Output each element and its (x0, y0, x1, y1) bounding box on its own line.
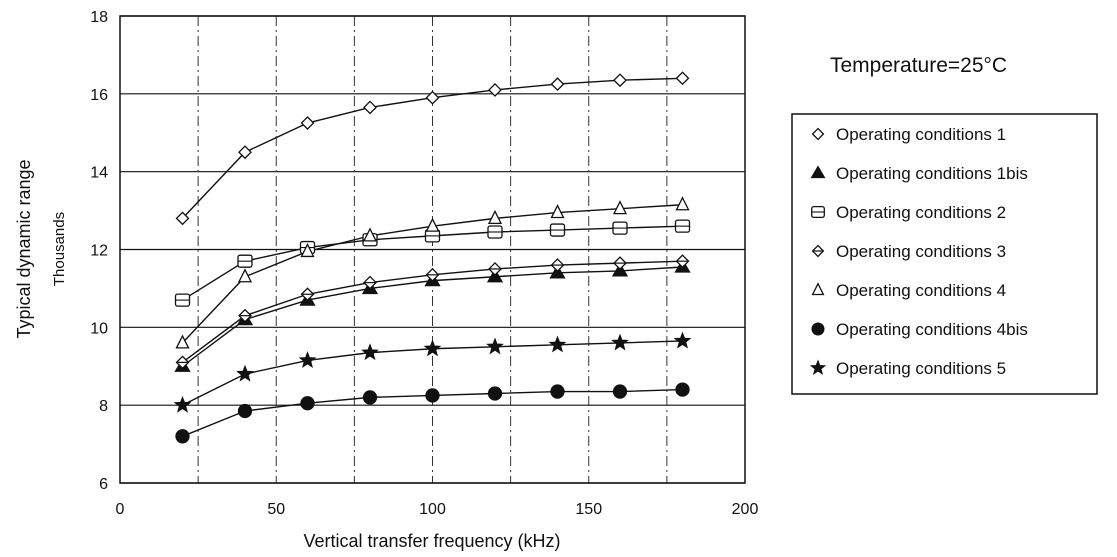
x-axis-title: Vertical transfer frequency (kHz) (303, 531, 560, 551)
data-point-series-6 (425, 388, 440, 403)
data-point-series-1 (550, 77, 565, 92)
data-point-series-5 (487, 209, 503, 225)
data-point-series-7 (611, 333, 629, 351)
data-point-series-5 (675, 196, 690, 211)
data-point-series-1 (300, 116, 315, 130)
y-tick-label: 16 (90, 87, 108, 104)
data-point-series-7 (548, 335, 567, 353)
data-point-series-6 (612, 384, 628, 399)
data-point-series-5 (612, 200, 628, 215)
legend-entry-label: Operating conditions 1bis (836, 164, 1028, 183)
data-point-series-6 (300, 396, 315, 411)
data-point-series-5 (300, 242, 315, 258)
legend-marker-7 (809, 359, 827, 375)
data-point-series-7 (486, 337, 504, 355)
data-point-series-4 (488, 262, 502, 276)
data-point-series-3 (612, 221, 628, 235)
plot-frame (119, 15, 746, 484)
data-point-series-7 (173, 395, 192, 413)
legend-entry-label: Operating conditions 1 (836, 125, 1006, 144)
temperature-annotation: Temperature=25°C (830, 54, 1007, 77)
y-axis-title: Typical dynamic range (14, 159, 34, 338)
legend-marker-1 (811, 127, 825, 141)
data-point-series-1 (425, 90, 440, 105)
data-point-series-1 (363, 100, 377, 115)
x-tick-label: 200 (732, 501, 759, 518)
data-point-series-4 (675, 254, 690, 269)
grid (120, 15, 745, 484)
data-point-series-7 (361, 343, 379, 361)
data-point-series-7 (423, 339, 442, 357)
data-point-series-5 (550, 204, 565, 219)
x-tick-label: 150 (575, 501, 602, 518)
data-point-series-5 (362, 227, 378, 242)
data-point-series-1 (613, 73, 627, 88)
legend-marker-2 (810, 165, 826, 179)
data-point-series-6 (675, 382, 690, 397)
data-point-series-1 (238, 145, 252, 160)
y-tick-label: 10 (90, 320, 108, 337)
y-tick-label: 8 (99, 398, 108, 415)
data-point-series-3 (237, 254, 253, 268)
y-axis-ticks: 6 8 10 12 14 16 18 (90, 9, 108, 493)
legend-entry-label: Operating conditions 4bis (836, 320, 1028, 339)
data-point-series-5 (237, 268, 253, 283)
data-point-series-4 (425, 267, 440, 282)
data-point-series-7 (236, 364, 254, 382)
series-markers (173, 71, 692, 444)
data-point-series-3 (549, 223, 566, 237)
y-axis-subtitle: Thousands (51, 212, 68, 286)
data-point-series-5 (175, 334, 190, 349)
data-point-series-7 (673, 331, 692, 349)
data-point-series-3 (674, 219, 691, 233)
data-point-series-7 (298, 351, 317, 368)
legend-entry-label: Operating conditions 4 (836, 281, 1006, 300)
x-axis-ticks: 0 50 100 150 200 (116, 501, 759, 518)
data-point-series-6 (175, 429, 190, 444)
data-point-series-4 (550, 258, 565, 272)
data-point-series-6 (550, 384, 565, 399)
data-point-series-3 (174, 293, 191, 307)
legend: Operating conditions 1 Operating conditio… (791, 113, 1098, 395)
data-point-series-4 (613, 256, 627, 271)
data-point-series-6 (237, 403, 253, 419)
data-point-series-4 (175, 355, 190, 370)
y-tick-label: 12 (90, 243, 108, 260)
legend-entry-label: Operating conditions 3 (836, 242, 1006, 261)
data-point-series-4 (300, 287, 315, 302)
y-tick-label: 14 (90, 165, 108, 182)
legend-frame (791, 113, 1098, 395)
legend-marker-4 (811, 244, 825, 258)
data-point-series-6 (487, 386, 503, 401)
data-point-series-1 (175, 211, 190, 226)
legend-entry-label: Operating conditions 5 (836, 359, 1006, 378)
data-point-series-1 (488, 83, 502, 97)
x-tick-label: 100 (419, 501, 446, 518)
data-point-series-3 (487, 225, 503, 239)
legend-entry-label: Operating conditions 2 (836, 203, 1006, 222)
data-point-series-4 (238, 308, 252, 323)
data-point-series-1 (675, 71, 690, 86)
data-point-series-6 (362, 390, 378, 405)
data-point-series-5 (425, 217, 440, 232)
x-tick-label: 0 (116, 501, 125, 518)
x-tick-label: 50 (267, 501, 285, 518)
data-point-series-4 (363, 275, 377, 290)
legend-marker-3 (811, 205, 825, 219)
y-tick-label: 6 (99, 476, 108, 493)
y-tick-label: 18 (90, 9, 108, 26)
legend-marker-6 (811, 322, 825, 336)
legend-marker-5 (811, 282, 825, 296)
